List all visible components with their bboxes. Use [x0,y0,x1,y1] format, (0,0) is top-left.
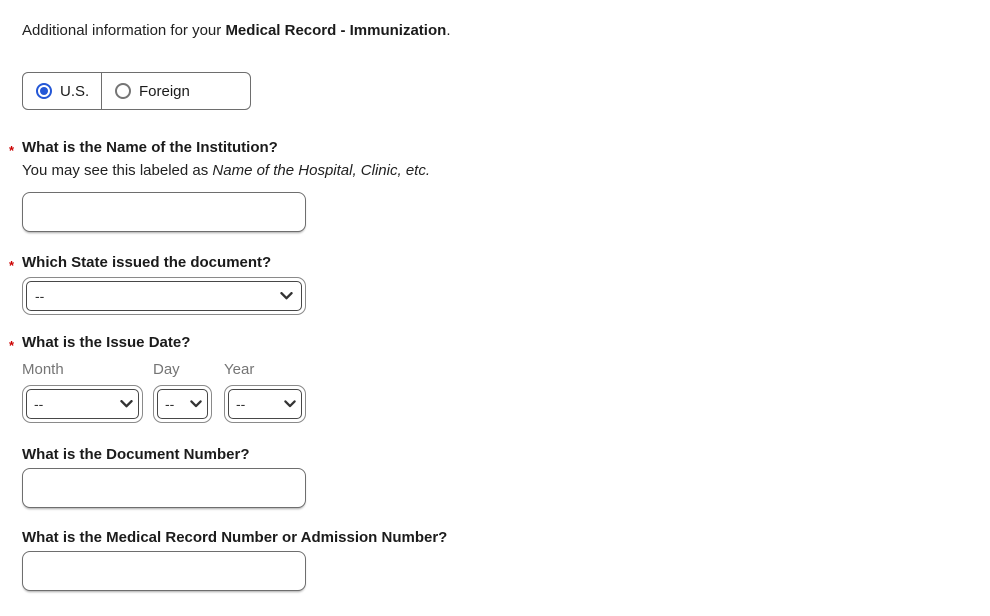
institution-question-label: What is the Name of the Institution? [22,139,278,156]
institution-name-input[interactable] [22,192,306,232]
day-select-wrapper: -- [153,385,212,423]
required-asterisk: * [9,338,15,353]
institution-question: * What is the Name of the Institution? [9,139,990,158]
month-select[interactable]: -- [26,389,139,419]
day-select[interactable]: -- [157,389,208,419]
document-origin-toggle: U.S. Foreign [22,72,251,110]
immunization-additional-info-form: Additional information for your Medical … [9,22,990,591]
medical-record-number-question-label: What is the Medical Record Number or Adm… [22,529,448,546]
issue-date-question: * What is the Issue Date? [9,334,990,353]
state-select-wrapper: -- [22,277,306,315]
issue-date-day-column: Day -- [153,361,212,423]
institution-hint-prefix: You may see this labeled as [22,162,213,179]
state-question: * Which State issued the document? [9,254,990,273]
state-select[interactable]: -- [26,281,302,311]
medical-record-number-input[interactable] [22,551,306,591]
document-number-question-label: What is the Document Number? [22,446,250,463]
issue-date-year-column: Year -- [224,361,306,423]
document-type: Medical Record - Immunization [225,22,447,39]
origin-option-us-label: U.S. [60,82,90,100]
issue-date-month-column: Month -- [22,361,143,423]
origin-option-foreign[interactable]: Foreign [101,73,250,109]
document-number-input[interactable] [22,468,306,508]
medical-record-number-question: What is the Medical Record Number or Adm… [22,529,990,546]
issue-date-row: Month -- Day -- Year [22,361,990,423]
document-number-question: What is the Document Number? [22,446,990,463]
month-label: Month [22,361,64,378]
origin-option-us[interactable]: U.S. [23,73,101,109]
required-asterisk: * [9,258,15,273]
radio-unselected-icon[interactable] [115,83,131,99]
state-question-label: Which State issued the document? [22,254,272,271]
required-asterisk: * [9,143,15,158]
radio-selected-icon[interactable] [36,83,52,99]
institution-hint: You may see this labeled as Name of the … [22,162,990,179]
intro-suffix: . [446,22,451,39]
issue-date-question-label: What is the Issue Date? [22,334,191,351]
month-select-wrapper: -- [22,385,143,423]
year-select[interactable]: -- [228,389,302,419]
origin-option-foreign-label: Foreign [139,82,190,100]
page-title: Additional information for your Medical … [22,22,990,40]
year-select-wrapper: -- [224,385,306,423]
intro-prefix: Additional information for your [22,22,226,39]
year-label: Year [224,361,255,378]
institution-hint-italic: Name of the Hospital, Clinic, etc. [212,162,430,179]
day-label: Day [153,361,180,378]
